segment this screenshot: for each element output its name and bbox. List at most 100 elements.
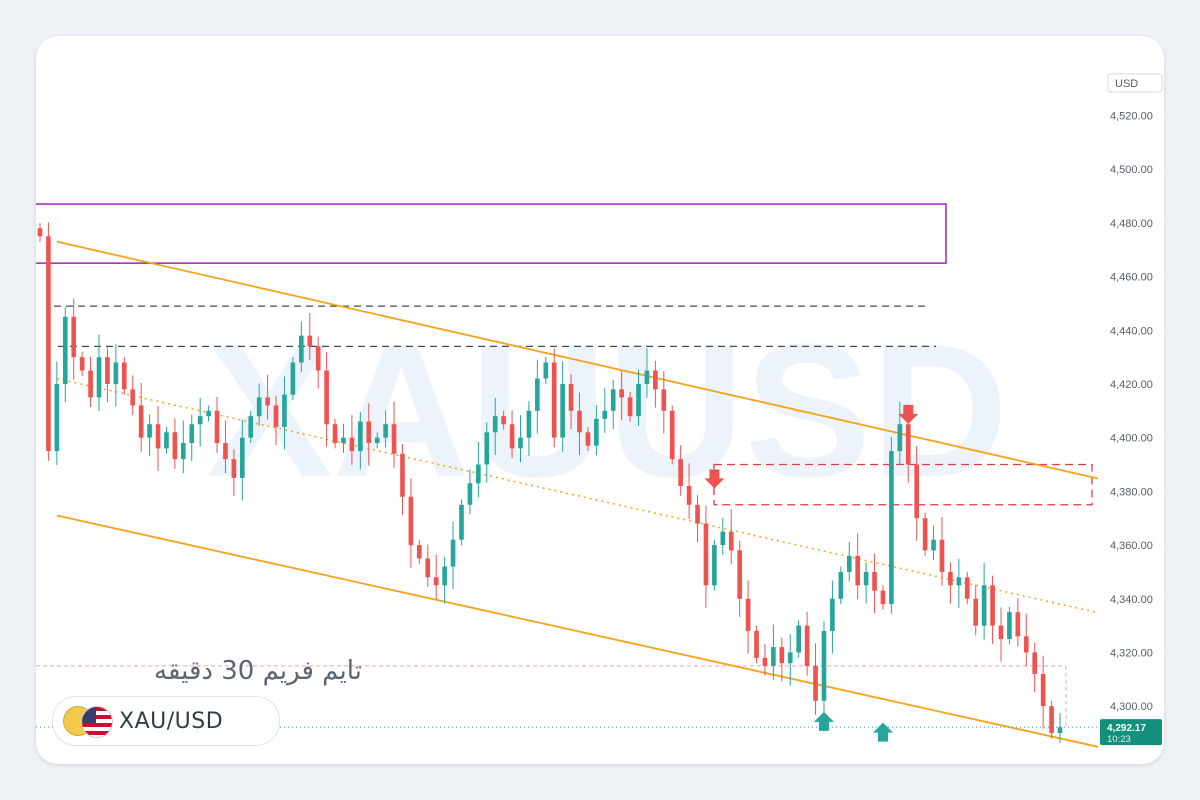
candle	[476, 464, 481, 484]
candle	[804, 625, 810, 666]
candle	[332, 424, 338, 444]
candle	[96, 357, 102, 398]
candle	[973, 598, 979, 626]
price-axis: USD 4,520.00 4,500.00 4,480.00 4,460.00 4,44…	[1107, 73, 1163, 713]
candle	[964, 577, 970, 599]
channel-upper-line	[56, 240, 1099, 480]
candle	[425, 558, 431, 578]
currency-box	[1107, 73, 1163, 93]
candle	[164, 432, 169, 449]
candle	[594, 418, 599, 446]
candle	[585, 432, 591, 446]
candle	[653, 370, 658, 390]
currency-label: USD	[1115, 78, 1138, 90]
candle	[1023, 636, 1029, 653]
zones-layer	[36, 203, 1093, 728]
candle	[130, 389, 136, 406]
candle	[897, 424, 903, 452]
candle	[417, 545, 422, 559]
last-price-label: 4,292.17	[1107, 723, 1146, 734]
candle	[813, 665, 818, 701]
candle	[998, 625, 1004, 640]
candle	[1032, 652, 1038, 674]
candle	[391, 424, 397, 454]
candle	[231, 459, 237, 478]
price-tick-label: 4,520.00	[1110, 110, 1153, 122]
gold-usd-icon	[63, 704, 119, 738]
candle	[450, 539, 456, 567]
candle	[855, 555, 861, 586]
price-tick-label: 4,300.00	[1110, 701, 1153, 713]
last-price-badge-bg	[1100, 719, 1162, 746]
candle	[459, 504, 464, 540]
candle	[62, 316, 68, 384]
candle	[349, 437, 355, 452]
candle	[400, 453, 405, 497]
watermark-text: XAUUSD	[206, 305, 1008, 517]
candle	[509, 424, 515, 449]
candle	[627, 397, 633, 417]
channel-mid-line	[56, 377, 1099, 614]
candle	[307, 335, 313, 347]
price-tick-label: 4,360.00	[1110, 540, 1153, 552]
candle	[838, 571, 844, 599]
candle	[846, 555, 852, 572]
candle	[121, 362, 127, 390]
candle	[408, 496, 414, 546]
candle	[577, 410, 582, 433]
price-tick-label: 4,340.00	[1110, 594, 1153, 606]
candle	[922, 518, 928, 551]
candle	[551, 362, 557, 438]
candle	[787, 652, 793, 664]
sell-arrow-icon	[704, 469, 725, 489]
price-chart[interactable]: XAUUSD USD 4,520.00 4,500.00 4,480.00 4,460…	[36, 36, 1164, 764]
candle	[1040, 673, 1046, 707]
candle	[526, 410, 532, 438]
markers-layer	[704, 404, 919, 742]
candle	[931, 539, 936, 551]
price-tick-label: 4,420.00	[1110, 379, 1153, 391]
supply-zone	[713, 463, 1093, 506]
candle	[223, 443, 228, 460]
candle	[54, 383, 60, 452]
buy-arrow-icon	[872, 722, 893, 742]
candle	[914, 464, 920, 519]
candle	[172, 432, 178, 460]
lines-layer	[36, 240, 1102, 748]
resistance-zone	[36, 203, 947, 264]
price-tick-label: 4,480.00	[1110, 218, 1153, 230]
candle	[821, 630, 827, 701]
countdown-label: 10:23	[1107, 734, 1131, 745]
timeframe-label: تایم فریم 30 دقیقه	[154, 656, 362, 686]
candle	[315, 346, 321, 371]
candle	[619, 389, 624, 398]
candle	[71, 316, 77, 358]
candle	[728, 531, 734, 551]
candle	[568, 383, 574, 411]
candle	[543, 362, 549, 379]
candle	[703, 523, 709, 586]
candle	[248, 416, 254, 438]
candle	[442, 566, 447, 586]
candle	[981, 585, 987, 626]
candle	[189, 424, 195, 444]
candle	[695, 504, 700, 524]
buy-arrow-icon	[813, 711, 834, 731]
candle	[147, 424, 152, 438]
candle	[880, 590, 886, 605]
candle	[358, 421, 363, 452]
candle	[501, 416, 506, 425]
candle	[492, 416, 498, 433]
candles-layer	[37, 222, 1063, 743]
candle	[197, 416, 203, 425]
candle	[518, 437, 523, 449]
candle	[771, 647, 776, 666]
candle	[762, 657, 768, 666]
candle	[239, 437, 245, 478]
price-tick-label: 4,320.00	[1110, 647, 1153, 659]
symbol-pill[interactable]: XAU/USD	[52, 696, 280, 746]
candle	[636, 383, 641, 417]
candle	[180, 443, 186, 460]
candle	[105, 357, 110, 384]
